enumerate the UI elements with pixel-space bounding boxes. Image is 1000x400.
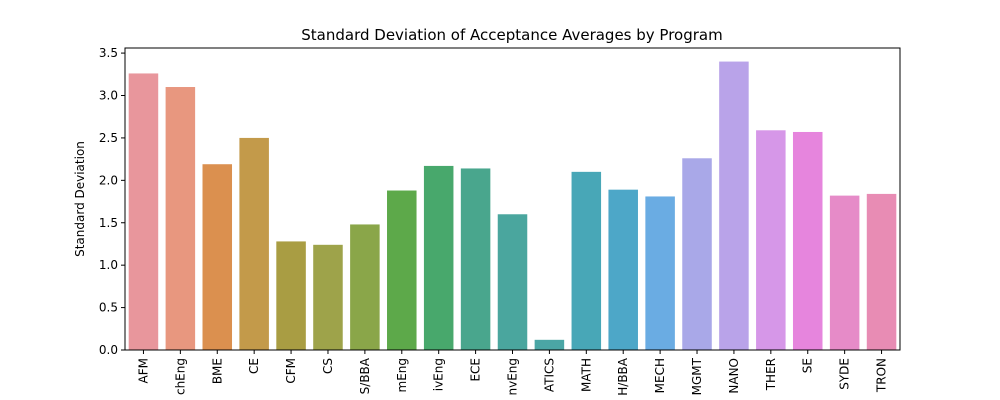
x-tick-label-3: CE (247, 358, 261, 374)
x-tick-label-2: BME (210, 358, 224, 384)
bar-11 (534, 339, 565, 350)
x-tick-label-17: THER (764, 358, 778, 391)
y-tick-label-1: 0.5 (99, 301, 118, 315)
y-axis: 0.0 0.5 1.0 1.5 2.0 2.5 3.0 3.5 (99, 46, 125, 357)
bar-0 (128, 73, 159, 350)
y-tick-label-7: 3.5 (99, 46, 118, 60)
bar-20 (866, 193, 897, 350)
bar-5 (313, 244, 343, 350)
x-tick-label-14: MECH (653, 358, 667, 393)
x-tick-label-6: S/BBA (358, 357, 372, 394)
bars-group (128, 61, 897, 351)
bar-17 (756, 130, 786, 350)
x-tick-label-15: MGMT (690, 357, 704, 395)
bar-7 (387, 190, 417, 350)
y-tick-label-4: 2.0 (99, 173, 118, 187)
bar-6 (350, 224, 380, 350)
x-tick-label-4: CFM (284, 358, 298, 384)
bar-2 (202, 164, 233, 350)
plot-frame (124, 47, 901, 351)
bar-15 (682, 158, 712, 350)
y-axis-label: Standard Deviation (73, 141, 87, 257)
x-tick-label-7: mEng (395, 358, 409, 393)
x-axis: AFM chEng BME CE CFM CS S/BBA mEng ivEng ECE nvEng… (136, 350, 889, 396)
y-tick-label-0: 0.0 (99, 343, 118, 357)
bar-13 (608, 189, 638, 350)
y-tick-label-3: 1.5 (99, 216, 118, 230)
x-tick-label-18: SE (801, 358, 815, 373)
bar-9 (460, 168, 491, 350)
bar-12 (571, 171, 602, 350)
bar-8 (423, 165, 454, 350)
x-tick-label-12: MATH (579, 358, 593, 392)
x-tick-label-10: nvEng (506, 358, 520, 396)
y-tick-label-2: 1.0 (99, 258, 118, 272)
y-tick-label-5: 2.5 (99, 131, 118, 145)
x-tick-label-16: NANO (727, 358, 741, 394)
x-tick-label-20: TRON (875, 358, 889, 393)
x-tick-label-13: H/BBA (616, 357, 630, 396)
x-tick-label-5: CS (321, 358, 335, 374)
bar-1 (165, 87, 196, 351)
x-tick-label-19: SYDE (838, 358, 852, 390)
bar-10 (497, 214, 528, 350)
bar-14 (645, 196, 675, 350)
bar-18 (792, 131, 823, 350)
bar-19 (829, 195, 860, 350)
bar-4 (276, 241, 306, 350)
x-tick-label-11: ATICS (542, 358, 556, 392)
x-tick-label-1: chEng (173, 358, 187, 395)
y-tick-label-6: 3.0 (99, 89, 118, 103)
chart-title: Standard Deviation of Acceptance Average… (301, 26, 722, 44)
x-tick-label-9: ECE (469, 358, 483, 382)
bar-16 (719, 61, 749, 350)
bar-3 (239, 137, 269, 350)
x-tick-label-8: ivEng (432, 358, 446, 391)
x-tick-label-0: AFM (136, 358, 150, 383)
